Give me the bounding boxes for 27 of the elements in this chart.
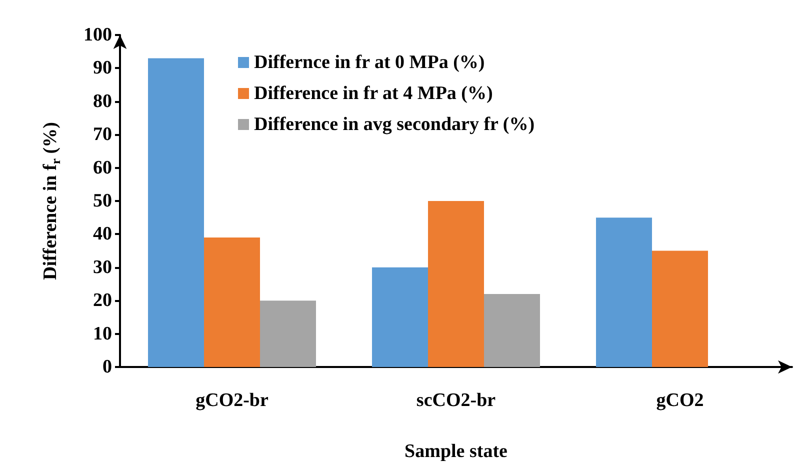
bar bbox=[652, 250, 708, 367]
y-tick-label: 40 bbox=[93, 224, 112, 245]
bar bbox=[148, 58, 204, 367]
y-tick-label: 70 bbox=[93, 124, 112, 146]
bar bbox=[372, 267, 428, 367]
bar bbox=[204, 238, 260, 367]
x-tick-label: gCO2 bbox=[656, 390, 704, 411]
x-axis-title: Sample state bbox=[404, 441, 508, 462]
bar bbox=[484, 294, 540, 367]
y-tick-label: 90 bbox=[93, 58, 112, 79]
y-tick-label: 80 bbox=[93, 90, 112, 112]
legend-label: Difference in avg secondary fr (%) bbox=[254, 114, 535, 135]
y-tick-label: 10 bbox=[93, 323, 112, 344]
y-tick-label: 30 bbox=[93, 256, 112, 278]
y-axis-title: Difference in fr (%) bbox=[40, 122, 63, 280]
bar bbox=[428, 201, 484, 367]
x-tick-label: scCO2-br bbox=[416, 390, 496, 411]
y-tick-label: 50 bbox=[93, 190, 112, 212]
bar bbox=[260, 300, 316, 367]
x-tick-label: gCO2-br bbox=[196, 390, 269, 411]
y-tick-label: 60 bbox=[93, 157, 112, 178]
bar bbox=[596, 218, 652, 367]
legend-label: Difference in fr at 4 MPa (%) bbox=[254, 83, 493, 104]
y-tick-label: 100 bbox=[84, 24, 112, 46]
y-tick-label: 0 bbox=[102, 356, 112, 378]
y-tick-label: 20 bbox=[93, 290, 112, 312]
legend-label: Differnce in fr at 0 MPa (%) bbox=[254, 52, 485, 73]
